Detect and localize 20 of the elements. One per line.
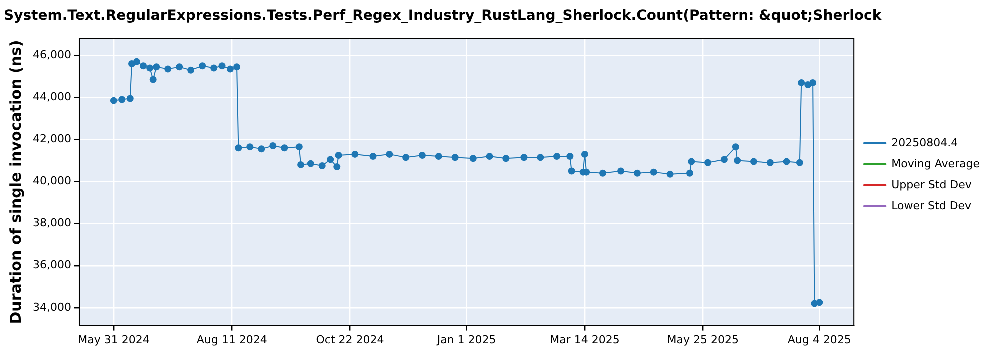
y-tick-label: 36,000: [32, 258, 72, 272]
legend-label: Upper Std Dev: [892, 178, 972, 192]
legend-label: 20250804.4: [892, 136, 958, 150]
x-tick-label: May 31 2024: [78, 333, 150, 346]
y-tick-label: 34,000: [32, 300, 72, 314]
x-tick-label: May 25 2025: [667, 333, 739, 346]
x-tick-label: Mar 14 2025: [550, 333, 620, 346]
y-tick-label: 46,000: [32, 48, 72, 62]
x-tick-label: Oct 22 2024: [316, 333, 384, 346]
y-tick-label: 40,000: [32, 174, 72, 188]
chart-title: System.Text.RegularExpressions.Tests.Perf_Regex_Industry_RustLang_Sherlock.Count(Pattern: &quot;Sherlock: [4, 8, 882, 24]
y-axis-title: Duration of single invocation (ns): [6, 40, 25, 324]
legend-label: Moving Average: [892, 157, 980, 170]
y-tick-label: 42,000: [32, 132, 72, 146]
x-tick-label: Jan 1 2025: [436, 333, 496, 346]
x-tick-label: Aug 11 2024: [196, 333, 268, 346]
y-tick-label: 38,000: [32, 216, 72, 230]
y-tick-label: 44,000: [32, 90, 72, 104]
legend-label: Lower Std Dev: [892, 199, 972, 212]
x-tick-label: Aug 4 2025: [788, 333, 852, 346]
